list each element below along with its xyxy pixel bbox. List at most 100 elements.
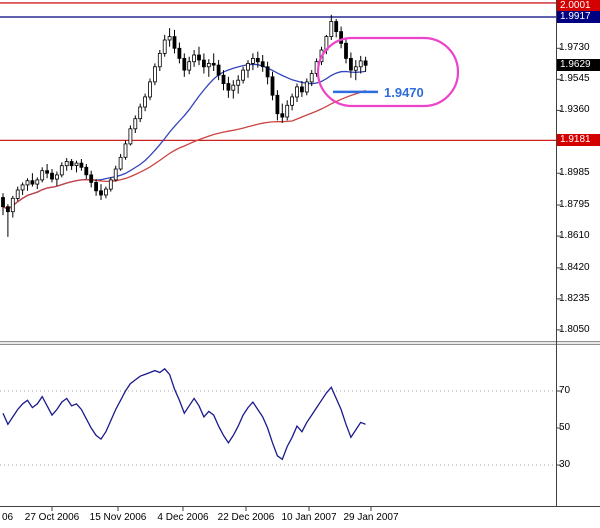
candle-body [1, 197, 5, 208]
candle-body [363, 60, 368, 66]
candle-body [6, 206, 10, 213]
price-axis-label: 1.8050 [559, 324, 590, 335]
candle-body [226, 83, 231, 91]
ma-slow-line [2, 89, 366, 210]
upper-line-price-badge: 2.0001 [557, 0, 600, 12]
candle-body [50, 172, 54, 180]
price-axis-label: 1.9730 [559, 42, 590, 53]
candles [1, 14, 368, 237]
time-axis-label: 10 Jan 2007 [281, 512, 337, 523]
candle-body [74, 162, 79, 167]
candle-body [309, 73, 314, 83]
candle-body [329, 21, 334, 38]
candle-body [339, 31, 344, 44]
candle-body [40, 170, 45, 181]
price-axis-label: 1.9360 [559, 104, 590, 115]
time-axis-label: 4 Dec 2006 [157, 512, 209, 523]
candle-body [334, 21, 339, 33]
candle-body [172, 36, 177, 49]
candle-body [348, 58, 353, 71]
candle-body [241, 69, 246, 81]
candle-body [55, 174, 59, 180]
price-axis-label: 1.8420 [559, 262, 590, 273]
candle-body [177, 47, 182, 59]
candle-body [30, 180, 35, 185]
price-axis-label: 1.8985 [559, 167, 590, 178]
candle-body [167, 36, 172, 41]
lower-line-price-badge: 1.9181 [557, 134, 600, 146]
candle-body [104, 188, 108, 196]
candle-body [201, 59, 206, 68]
candle-body [89, 174, 94, 183]
candle-body [250, 58, 255, 64]
candle-body [265, 66, 270, 78]
candle-body [299, 86, 304, 93]
highlight-ellipse[interactable] [316, 36, 460, 108]
candle-body [157, 53, 162, 68]
candle-body [108, 179, 113, 190]
candle-body [45, 170, 49, 174]
candle-body [290, 96, 295, 106]
candle-body [64, 161, 69, 167]
time-axis-label: 06 [2, 512, 14, 523]
candle-body [35, 179, 40, 185]
price-axis-label: 1.8235 [559, 293, 590, 304]
candle-body [10, 197, 15, 213]
candle-body [69, 161, 74, 167]
candle-body [143, 96, 148, 108]
candle-body [59, 165, 64, 176]
candle-body [206, 63, 211, 68]
high-line-price-badge: 1.9917 [557, 11, 600, 23]
candle-body [15, 189, 20, 199]
rsi-level-label-50: 50 [559, 422, 571, 433]
candle-body [84, 166, 89, 176]
candle-body [275, 94, 280, 115]
candle-body [94, 181, 98, 192]
candle-body [270, 76, 275, 96]
candle-body [295, 86, 299, 98]
candle-body [79, 162, 84, 168]
rsi-level-label-70: 70 [559, 385, 571, 396]
time-axis-label: 27 Oct 2006 [24, 512, 80, 523]
candle-body [353, 66, 358, 71]
time-axis-label: 15 Nov 2006 [89, 512, 147, 523]
support-price-label[interactable]: 1.9470 [384, 85, 424, 100]
candle-body [221, 74, 226, 84]
candle-body [99, 190, 103, 196]
candle-body [197, 54, 201, 61]
candle-body [138, 106, 143, 120]
candle-body [236, 79, 241, 86]
rsi-panel [0, 367, 556, 466]
candle-body [280, 113, 285, 118]
candle-body [187, 61, 192, 71]
candle-body [231, 84, 236, 91]
price-axis-label: 1.8610 [559, 230, 590, 241]
candle-body [211, 63, 216, 66]
candle-body [128, 128, 133, 145]
candle-body [123, 143, 128, 158]
candle-body [25, 180, 30, 186]
candle-body [118, 156, 123, 170]
candle-body [304, 81, 309, 93]
candle-body [20, 184, 25, 191]
candle-body [344, 42, 348, 59]
candle-body [246, 63, 250, 71]
time-axis-label: 22 Dec 2006 [217, 512, 275, 523]
current-price-badge: 1.9629 [557, 59, 600, 71]
rsi-line [2, 367, 366, 461]
candle-body [162, 39, 167, 54]
candle-body [285, 104, 290, 118]
candle-body [216, 64, 221, 76]
candle-body [113, 168, 118, 181]
price-axis-label: 1.9545 [559, 73, 590, 84]
candle-body [133, 118, 138, 130]
candle-body [358, 60, 363, 68]
time-axis-label: 29 Jan 2007 [343, 512, 399, 523]
candle-body [152, 66, 157, 83]
main-price-panel [0, 2, 556, 237]
panel-separator[interactable] [0, 342, 600, 345]
candle-body [192, 54, 197, 63]
candle-body [148, 81, 152, 98]
